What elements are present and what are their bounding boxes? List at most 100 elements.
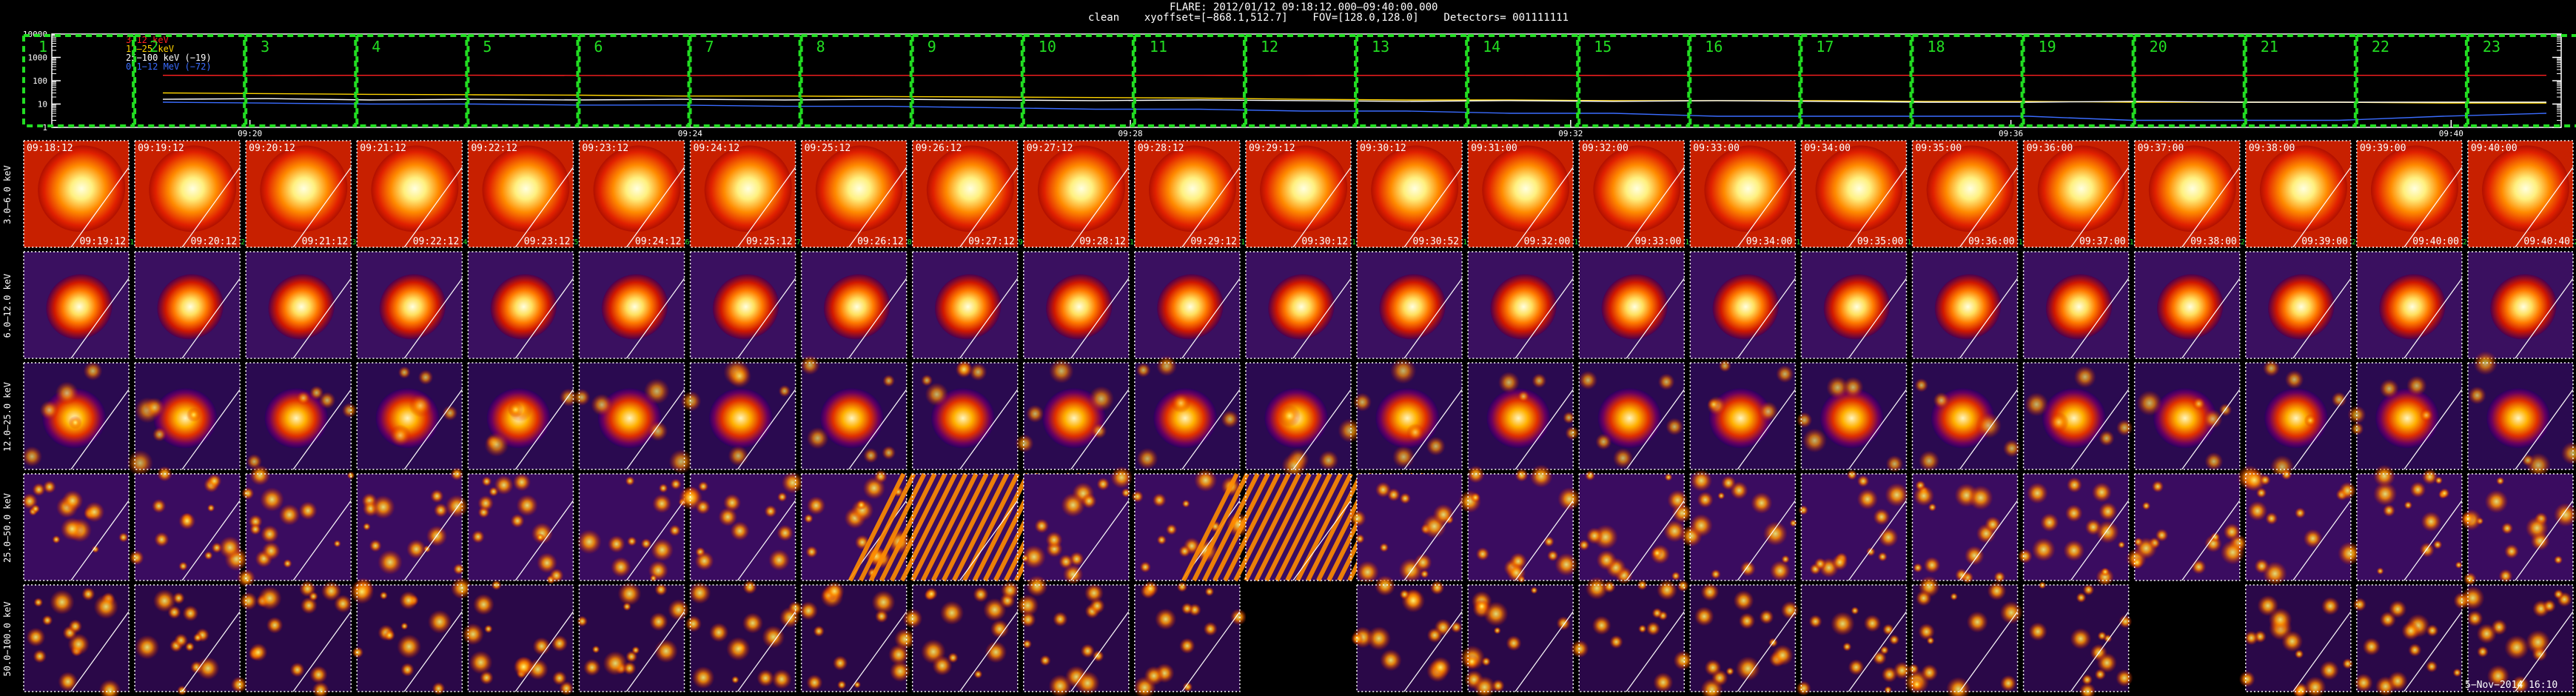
noise-blob (658, 483, 668, 493)
limb-line (181, 167, 241, 248)
noise-blob (1414, 553, 1432, 572)
tile-border (134, 251, 241, 359)
source-blob (2379, 274, 2446, 340)
tile-start-time: 09:25:12 (805, 143, 851, 154)
noise-blob (1366, 626, 1392, 651)
noise-blob (1034, 518, 1050, 534)
noise-blob (2426, 660, 2438, 673)
noise-blob (49, 589, 75, 615)
tile-index: 6 (685, 238, 690, 247)
tile-border (1689, 584, 1797, 692)
noise-blob (2259, 474, 2271, 486)
tile-border (467, 251, 574, 359)
tile-start-time: 09:27:12 (1027, 143, 1073, 154)
noise-blob (472, 593, 494, 615)
noise-blob (2409, 481, 2426, 498)
limb-line (848, 278, 908, 359)
noise-blob (1092, 650, 1104, 662)
tile-border (1134, 473, 1241, 581)
noise-blob (1015, 434, 1034, 453)
interval-label: 4 (372, 38, 380, 56)
noise-blob (2362, 638, 2381, 656)
limb-line (1070, 611, 1130, 692)
tile-border (2133, 251, 2241, 359)
interval-label: 14 (1483, 38, 1500, 56)
tile-start-time: 09:18:12 (27, 143, 73, 154)
noise-blob (2100, 567, 2110, 577)
noise-blob (2352, 598, 2367, 612)
noise-blob (623, 661, 637, 675)
noise-blob (643, 378, 670, 404)
source-blob (1823, 274, 1891, 340)
noise-blob (1230, 609, 1247, 626)
interval-label: 17 (1816, 38, 1834, 56)
noise-blob (135, 635, 160, 660)
noise-blob (728, 445, 749, 466)
tile-border (2022, 140, 2130, 248)
source-blob (593, 145, 681, 232)
limb-line (1515, 278, 1574, 359)
noise-blob (1657, 373, 1675, 391)
row-label: 6.0–12.0 keV (2, 274, 13, 338)
noise-blob (2065, 504, 2083, 523)
noise-blob (832, 655, 848, 671)
tile-border (2022, 473, 2130, 581)
noise-blob (1181, 602, 1193, 615)
noise-blob (1096, 477, 1110, 491)
noise-blob (1152, 493, 1167, 507)
noise-blob (1664, 473, 1673, 481)
noise-blob (312, 681, 329, 696)
noise-blob (430, 489, 444, 503)
noise-blob (333, 540, 341, 548)
source-blob (1597, 388, 1661, 449)
tile-border (356, 584, 463, 692)
noise-blob (409, 394, 432, 418)
tile-end-time: 09:30:52 (1413, 236, 1460, 247)
noise-blob (654, 639, 678, 663)
limb-line (625, 611, 685, 692)
noise-blob (1663, 520, 1686, 543)
tile-border (2356, 362, 2463, 470)
tile-border (1023, 473, 1130, 581)
noise-blob (2096, 567, 2115, 586)
interval-label: 12 (1261, 38, 1278, 56)
limb-line (2515, 389, 2574, 470)
noise-blob (1609, 635, 1623, 649)
noise-blob (2408, 643, 2422, 657)
limb-line (1626, 167, 1685, 248)
limb-line (959, 167, 1019, 248)
limb-line (625, 500, 685, 581)
interval-box (355, 34, 469, 127)
noise-blob (1356, 561, 1380, 584)
stripe-artifact (1275, 472, 1332, 582)
interval-label: 15 (1594, 38, 1611, 56)
tile-start-time: 09:33:00 (1693, 143, 1740, 154)
x-tick-label: 09:28 (1118, 129, 1143, 138)
noise-blob (764, 505, 777, 518)
noise-blob (626, 536, 637, 546)
noise-blob (805, 546, 818, 558)
noise-blob (2387, 671, 2408, 692)
noise-blob (1374, 575, 1396, 597)
noise-blob (2500, 522, 2514, 535)
tile-index: 8 (908, 238, 912, 247)
legend-entry: 12–25 keV (126, 44, 174, 54)
noise-blob (1062, 563, 1084, 585)
limb-line (514, 389, 574, 470)
tile-end-time: 09:28:12 (1079, 236, 1126, 247)
noise-blob (298, 501, 318, 521)
noise-blob (398, 366, 411, 379)
noise-blob (1318, 450, 1339, 471)
source-blob (704, 145, 792, 232)
limb-line (181, 611, 241, 692)
limb-line (737, 500, 796, 581)
tile-index: 16 (1796, 238, 1805, 247)
tile-border (1356, 140, 1463, 248)
noise-blob (551, 635, 568, 652)
tile-border (1911, 140, 2019, 248)
tile-border (1023, 584, 1130, 692)
limb-line (1848, 611, 1907, 692)
source-blob (1934, 274, 2002, 340)
noise-blob (1022, 639, 1033, 649)
series-line (162, 98, 2546, 103)
